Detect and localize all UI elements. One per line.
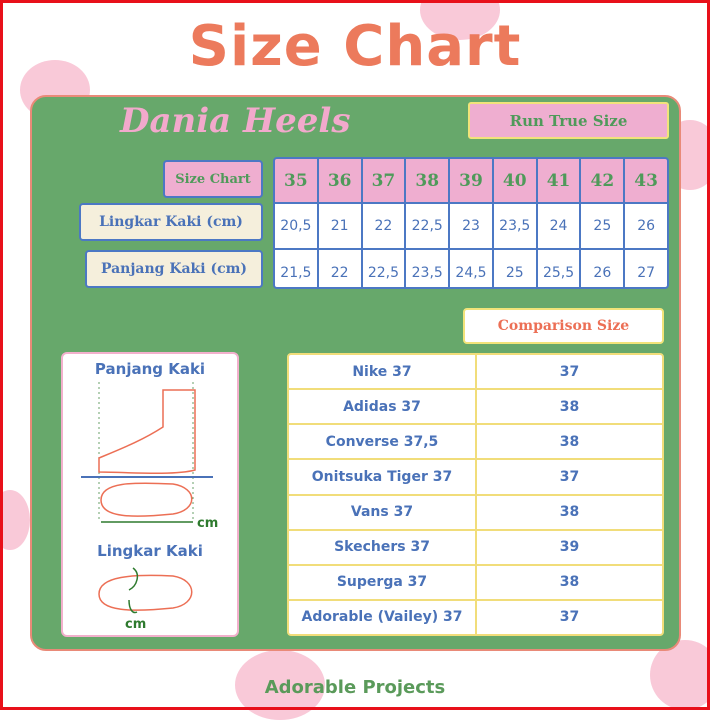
foot-length-illustration: cm: [81, 382, 218, 531]
comparison-brand: Adidas 37: [289, 390, 475, 424]
size-cell: 25,5: [537, 250, 580, 287]
brand-name: Dania Heels: [120, 101, 351, 141]
comparison-brand: Vans 37: [289, 495, 475, 529]
cloud-decoration: [0, 490, 30, 550]
cloud-decoration: [650, 640, 710, 710]
comparison-size: 38: [477, 495, 662, 529]
run-true-size-badge: Run True Size: [468, 102, 669, 139]
measurement-guide: Panjang Kaki cm Lingkar Kaki cm: [61, 352, 239, 637]
comparison-brand: Adorable (Vailey) 37: [289, 600, 475, 634]
size-cell: 23: [450, 204, 492, 248]
size-cell: 22,5: [406, 204, 449, 248]
comparison-size: 37: [477, 460, 662, 494]
comparison-size: 37: [477, 355, 662, 389]
girth-title: Lingkar Kaki: [97, 542, 203, 560]
comparison-size: 39: [477, 530, 662, 564]
size-header: 37: [362, 159, 405, 202]
row-label-lingkar: Lingkar Kaki (cm): [79, 203, 263, 241]
size-cell: 24,5: [450, 250, 492, 287]
comparison-brand: Nike 37: [289, 355, 475, 389]
size-cell: 23,5: [493, 204, 536, 248]
size-cell: 22,5: [362, 250, 405, 287]
comparison-brand: Skechers 37: [289, 530, 475, 564]
size-cell: 21,5: [275, 250, 317, 287]
size-cell: 24: [537, 204, 580, 248]
size-cell: 25: [581, 204, 624, 248]
size-header: 38: [406, 159, 449, 202]
comparison-size: 38: [477, 565, 662, 599]
comparison-title: Comparison Size: [463, 308, 664, 344]
size-header: 35: [275, 159, 317, 202]
size-table: 35 36 37 38 39 40 41 42 43 20,5 21 22 22,5 23 23,5 24 25…: [273, 157, 669, 289]
comparison-size: 37: [477, 600, 662, 634]
size-cell: 26: [581, 250, 624, 287]
size-cell: 21: [318, 204, 361, 248]
size-chart-label: Size Chart: [163, 160, 263, 198]
size-header: 43: [625, 159, 667, 202]
size-cell: 23,5: [406, 250, 449, 287]
comparison-size: 38: [477, 425, 662, 459]
comparison-table: Nike 37 37 Adidas 37 38 Converse 37,5 38 Onits…: [287, 353, 664, 636]
length-title: Panjang Kaki: [94, 360, 206, 378]
comparison-size: 38: [477, 390, 662, 424]
page-title: Size Chart: [188, 14, 522, 79]
girth-unit: cm: [125, 617, 146, 632]
comparison-brand: Onitsuka Tiger 37: [289, 460, 475, 494]
size-header: 42: [581, 159, 624, 202]
foot-girth-illustration: cm: [98, 567, 193, 632]
size-cell: 22: [362, 204, 405, 248]
size-cell: 25: [493, 250, 536, 287]
length-unit: cm: [197, 516, 218, 531]
size-cell: 26: [625, 204, 667, 248]
size-cell: 22: [318, 250, 361, 287]
size-header: 41: [537, 159, 580, 202]
size-header: 39: [450, 159, 492, 202]
comparison-brand: Converse 37,5: [289, 425, 475, 459]
comparison-brand: Superga 37: [289, 565, 475, 599]
size-header: 36: [318, 159, 361, 202]
footer-brand: Adorable Projects: [264, 677, 446, 698]
size-cell: 20,5: [275, 204, 317, 248]
size-cell: 27: [625, 250, 667, 287]
size-header: 40: [493, 159, 536, 202]
row-label-panjang: Panjang Kaki (cm): [85, 250, 263, 288]
